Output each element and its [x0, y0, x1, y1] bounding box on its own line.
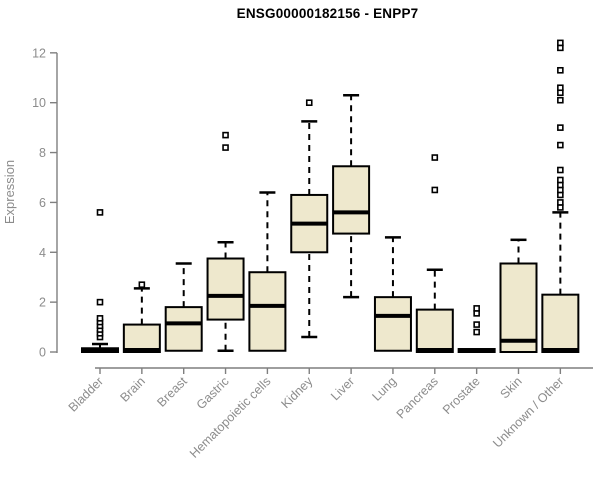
y-tick-label: 8	[39, 146, 46, 160]
outlier-point	[557, 141, 564, 149]
y-tick-label: 12	[32, 46, 46, 60]
outlier-point	[557, 176, 564, 184]
x-category-label: Lung	[370, 374, 400, 404]
outlier-point	[96, 298, 104, 306]
outlier-point	[96, 209, 104, 216]
outlier-point	[96, 315, 104, 322]
y-tick-label: 10	[32, 96, 46, 110]
y-axis-title: Expression	[2, 160, 17, 224]
box	[164, 306, 203, 352]
outlier-point	[557, 84, 564, 92]
outlier-point	[431, 186, 439, 194]
outlier-point	[222, 131, 229, 139]
outlier-point	[431, 154, 439, 161]
y-tick-label: 6	[39, 196, 46, 210]
box	[248, 271, 287, 352]
x-category-label: Gastric	[194, 374, 232, 412]
chart-title: ENSG00000182156 - ENPP7	[236, 6, 419, 21]
y-tick-label: 0	[39, 346, 46, 360]
outlier-point	[473, 305, 480, 312]
x-category-label: Pancreas	[394, 374, 441, 421]
y-tick-label: 4	[39, 246, 46, 260]
x-category-label: Liver	[328, 374, 357, 403]
box	[332, 165, 371, 235]
outlier-point	[557, 166, 564, 174]
outlier-point	[138, 281, 146, 288]
x-category-label: Bladder	[66, 374, 106, 414]
box	[122, 323, 161, 353]
outlier-point	[557, 96, 564, 104]
outlier-point	[557, 199, 564, 206]
outlier-point	[557, 66, 564, 74]
box	[541, 293, 580, 354]
x-category-label: Unknown / Other	[490, 374, 566, 450]
outlier-point	[305, 99, 313, 106]
box	[206, 257, 245, 321]
box	[415, 308, 454, 353]
outlier-point	[473, 328, 480, 336]
x-category-label: Prostate	[440, 374, 483, 417]
outlier-point	[222, 144, 229, 151]
outlier-point	[557, 124, 564, 131]
x-category-label: Hematopoietic cells	[187, 374, 274, 461]
y-tick-label: 2	[39, 296, 46, 310]
box	[499, 262, 538, 354]
outlier-point	[557, 39, 564, 47]
x-category-label: Kidney	[278, 374, 315, 411]
x-category-label: Breast	[154, 374, 190, 410]
x-category-label: Skin	[498, 374, 525, 401]
box	[373, 296, 412, 352]
x-category-label: Brain	[117, 374, 148, 405]
outlier-point	[473, 321, 480, 328]
